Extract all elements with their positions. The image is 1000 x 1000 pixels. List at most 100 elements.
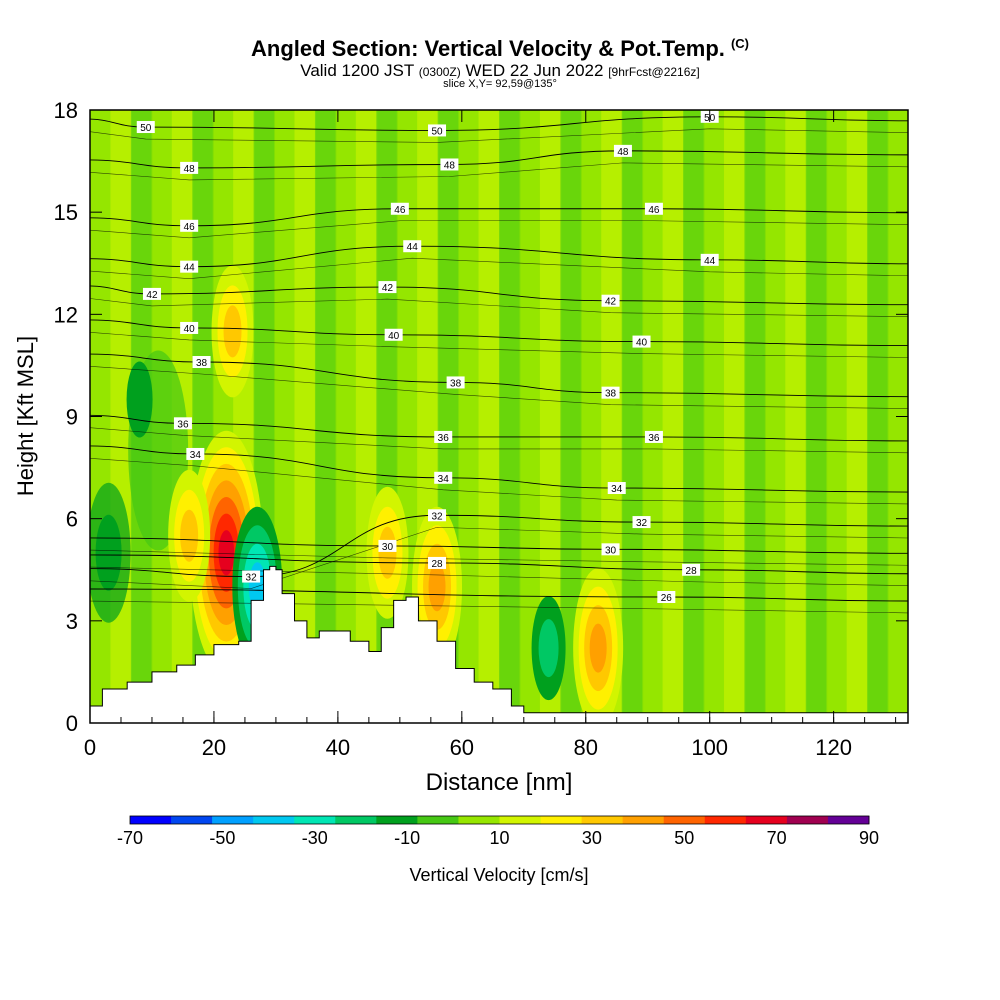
colorbar-swatch (212, 816, 254, 824)
theta-label: 48 (444, 160, 456, 171)
theta-contour-labels: 26 28 28 30 30 32 32 32 34 34 34 36 36 36 38 38 38 40 40 40… (136, 110, 719, 604)
theta-label: 36 (648, 433, 660, 444)
theta-label-box (657, 590, 676, 603)
theta-label-box (434, 471, 453, 484)
y-tick-label: 15 (54, 200, 78, 225)
theta-label: 48 (184, 164, 196, 175)
theta-label-box (192, 356, 211, 369)
theta-label: 30 (605, 545, 617, 556)
y-tick-label: 0 (66, 711, 78, 736)
y-tick-label: 9 (66, 405, 78, 430)
theta-label-box (613, 144, 632, 157)
y-tick-label: 3 (66, 609, 78, 634)
theta-contour-line (90, 332, 908, 358)
theta-label: 40 (636, 338, 648, 349)
theta-label-box (632, 335, 651, 348)
colorbar-label: Vertical Velocity [cm/s] (409, 865, 588, 885)
y-tick-label: 12 (54, 302, 78, 327)
theta-label: 46 (184, 222, 196, 233)
colorbar-tick-label: -70 (117, 828, 143, 848)
theta-label: 42 (605, 297, 617, 308)
x-tick-label: 60 (450, 735, 474, 760)
colorbar: -70 -50 -30 -10 10 30 50 70 90 (117, 815, 879, 848)
theta-label-box (446, 376, 465, 389)
colorbar-swatch (786, 816, 829, 824)
velocity-feature (95, 514, 122, 591)
velocity-feature (531, 596, 566, 701)
theta-label-box (644, 202, 663, 215)
theta-label: 50 (140, 123, 152, 134)
theta-label-box (434, 430, 453, 443)
theta-label-box (601, 294, 620, 307)
theta-label-box (428, 556, 447, 569)
theta-contour-line (90, 526, 908, 589)
theta-label-box (644, 430, 663, 443)
x-tick-label: 20 (202, 735, 226, 760)
theta-label: 34 (611, 484, 623, 495)
forecast-tag: [9hrFcst@2216z] (608, 65, 700, 79)
colorbar-swatch (581, 816, 624, 824)
theta-label: 26 (661, 593, 673, 604)
theta-label-box (180, 260, 199, 273)
colorbar-swatch (130, 816, 172, 824)
theta-label: 34 (438, 474, 450, 485)
theta-label-box (180, 161, 199, 174)
theta-label-box (180, 321, 199, 334)
colorbar-tick-label: 50 (674, 828, 694, 848)
theta-contour-line (90, 319, 908, 347)
chart-subtitle: Valid 1200 JST (0300Z) WED 22 Jun 2022 [… (0, 61, 1000, 81)
colorbar-swatch (704, 816, 747, 824)
colorbar-tick-label: 70 (767, 828, 787, 848)
theta-label-box (378, 281, 397, 294)
theta-label-box (682, 563, 701, 576)
theta-label: 38 (450, 378, 462, 389)
theta-label-box (601, 386, 620, 399)
theta-label: 28 (431, 559, 443, 570)
velocity-feature (211, 265, 254, 398)
theta-label-box (186, 447, 205, 460)
y-axis-label: Height [Kft MSL] (13, 336, 38, 496)
theta-label: 28 (686, 566, 698, 577)
colorbar-swatch (622, 816, 665, 824)
velocity-feature (126, 361, 153, 438)
theta-label: 42 (382, 283, 394, 294)
terrain-mask (90, 565, 908, 723)
theta-label-box (428, 124, 447, 137)
theta-label: 46 (394, 205, 406, 216)
plot-area: 26 28 28 30 30 32 32 32 34 34 34 36 36 36 38 38 38 40 40 40… (90, 110, 908, 723)
colorbar-swatch (253, 816, 295, 824)
theta-label-box (173, 417, 192, 430)
velocity-feature (168, 469, 211, 602)
colorbar-tick-label: -50 (209, 828, 235, 848)
theta-label-box (378, 539, 397, 552)
theta-label-box (390, 202, 409, 215)
x-tick-label: 0 (84, 735, 96, 760)
theta-label: 44 (184, 263, 196, 274)
colorbar-frame (129, 815, 870, 825)
theta-label-box (180, 219, 199, 232)
theta-label: 42 (146, 290, 158, 301)
colorbar-swatch (745, 816, 788, 824)
valid-prefix: Valid 1200 JST (300, 61, 414, 80)
theta-contour-line (90, 537, 908, 554)
theta-label-box (384, 328, 403, 341)
colorbar-swatch (417, 816, 459, 824)
theta-label: 30 (382, 542, 394, 553)
colorbar-swatch (294, 816, 336, 824)
colorbar-tick-label: 30 (582, 828, 602, 848)
theta-label: 38 (605, 389, 617, 400)
theta-label-box (428, 509, 447, 522)
velocity-stripes (90, 110, 908, 723)
theta-label: 36 (177, 419, 189, 430)
theta-contour-line (90, 162, 908, 181)
colorbar-swatch (499, 816, 542, 824)
theta-label-box (700, 253, 719, 266)
theta-label: 32 (431, 511, 443, 522)
theta-label-box (607, 482, 626, 495)
theta-label: 38 (196, 358, 208, 369)
theta-label-box (440, 158, 459, 171)
theta-contour-line (90, 458, 908, 505)
theta-label: 44 (704, 256, 716, 267)
